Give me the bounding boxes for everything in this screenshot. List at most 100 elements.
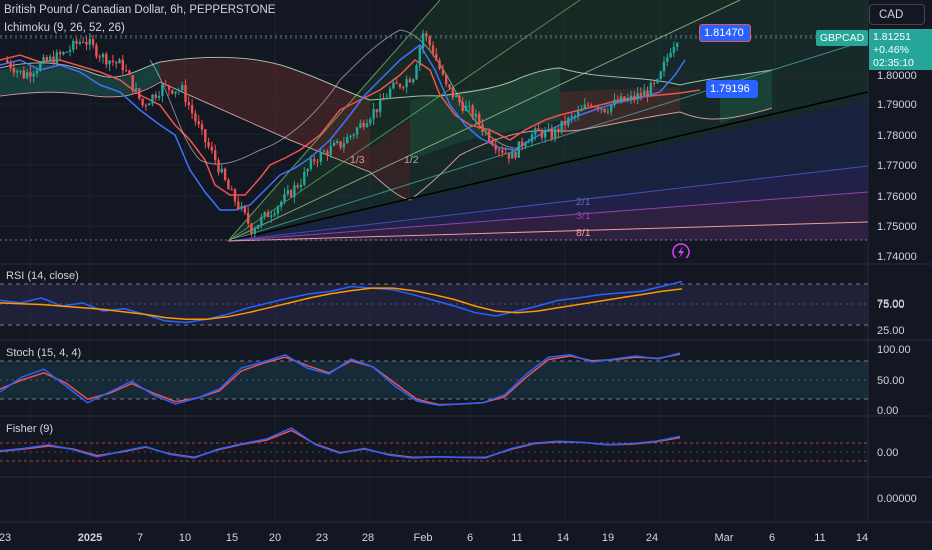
candle-body [174,91,177,94]
candle-body [62,52,65,55]
lightning-icon[interactable] [672,243,690,260]
candle-body [583,104,586,109]
candle-body [530,134,534,142]
candle-body [260,216,263,225]
pane-separators[interactable] [0,263,932,523]
candle-body [19,70,22,72]
candle-body [111,60,115,62]
candle-body [101,54,105,58]
candle-body [570,116,573,118]
candle-body [402,87,405,89]
candle-body [95,44,98,57]
symbol-tag: GBPCAD [816,30,868,46]
candle-body [273,213,276,216]
candle-body [448,84,451,88]
candle-body [656,78,659,83]
candle-body [514,152,517,158]
candle-body [329,145,332,155]
candle-body [197,121,200,125]
gann-line-3-1 [227,191,868,242]
candle-body [296,185,299,188]
rsi-tick-75: 75.00 [877,298,905,310]
candle-body [639,93,643,96]
candle-body [134,88,138,91]
candle-body [560,120,563,133]
candle-body [600,108,603,110]
candle-body [187,102,190,106]
stoch-pane[interactable]: Stoch (15, 4, 4) [0,347,868,406]
candle-body [501,150,504,153]
price-axis[interactable]: 1.80000 1.79000 1.78000 1.77000 1.76000 … [877,70,917,263]
candle-body [289,190,293,197]
rsi-title: RSI (14, close) [6,270,79,282]
candles[interactable] [6,29,679,238]
candle-body [85,41,88,45]
candle-body [362,122,365,128]
candle-body [45,57,49,61]
candle-body [118,59,121,64]
candle-body [161,84,164,97]
candle-body [563,120,567,126]
candle-body [567,117,570,126]
candle-body [580,108,583,112]
gann-line-2 [227,39,868,242]
gann-label-1-3: 1/3 [350,154,365,166]
candle-body [481,124,484,132]
candle-body [471,105,474,118]
candle-body [540,130,544,138]
candle-body [65,51,68,53]
candle-body [332,143,336,146]
time-tick: 11 [511,532,522,544]
candle-body [392,82,395,89]
candle-body [643,90,646,96]
candle-body [494,144,497,150]
stoch-tick-100: 100.00 [877,344,911,356]
price-pane[interactable]: 1/3 1/2 2/1 3/1 8/1 [0,0,868,260]
candle-body [435,53,438,61]
stoch-title: Stoch (15, 4, 4) [6,347,81,359]
time-tick: 24 [646,532,658,544]
candle-body [184,85,187,103]
indicator-axis[interactable]: 75.00 25.00 100.00 50.00 0.00 0.00 0.000… [877,298,917,505]
candle-body [303,171,306,185]
currency-button[interactable]: CAD [869,4,925,25]
candle-body [148,103,151,106]
candle-body [138,88,141,99]
candle-body [610,105,613,112]
price-tick: 1.78000 [877,130,917,142]
rsi-pane[interactable]: RSI (14, close) 75.00 [0,270,905,326]
candle-body [124,70,128,72]
candle-body [88,39,91,45]
candle-body [484,131,487,133]
candle-body [415,65,418,80]
time-axis[interactable]: 23 2025 7 10 15 20 23 28 Feb 6 11 14 19 24 Mar 6 11 14 [0,532,868,544]
fisher-pane[interactable]: Fisher (9) [0,423,868,462]
candle-body [105,54,108,65]
candle-body [619,96,623,103]
candle-body [468,105,471,107]
candle-body [606,111,610,113]
candle-body [652,82,656,84]
candle-body [342,143,346,148]
candle-body [418,47,421,66]
candle-body [200,124,204,130]
candle-body [662,61,666,72]
candle-body [181,85,184,91]
ichimoku-legend[interactable]: Ichimoku (9, 26, 52, 26) [4,22,125,34]
time-tick: Mar [715,532,734,544]
candle-body [247,212,250,224]
candle-body [487,131,491,142]
candle-body [223,168,227,180]
time-tick: 14 [557,532,569,544]
lower-level-label[interactable]: 1.79196 [706,80,758,98]
candle-body [52,56,55,64]
candle-body [507,153,511,159]
candle-body [72,40,75,50]
candle-body [108,60,111,65]
fisher-line [0,427,681,459]
price-tick: 1.76000 [877,191,917,203]
upper-level-label[interactable]: 1.81470 [699,24,751,42]
rsi-ma-line [0,287,683,321]
candle-body [550,128,553,140]
